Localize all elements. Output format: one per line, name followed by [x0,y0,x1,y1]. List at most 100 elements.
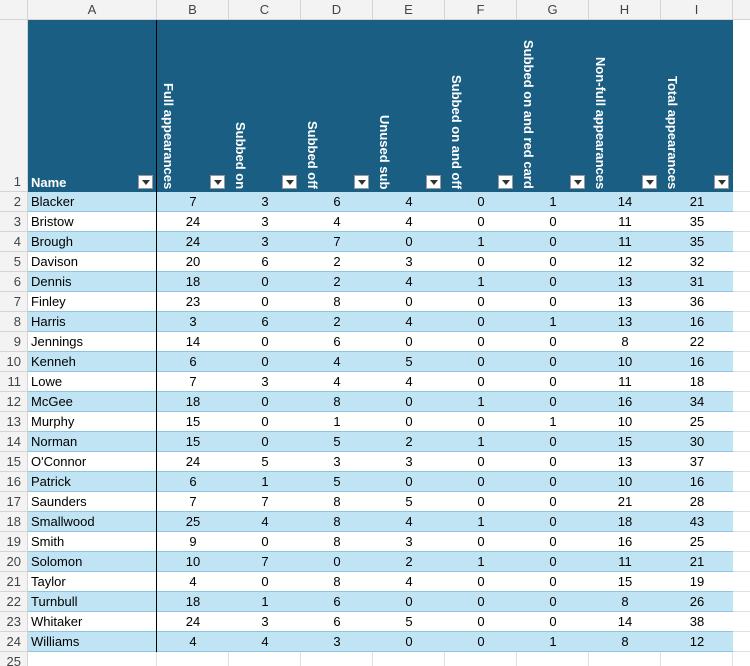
number-cell: 3 [229,212,301,232]
number-cell: 0 [229,352,301,372]
cell [733,272,750,292]
number-cell: 35 [661,212,733,232]
number-cell: 0 [445,292,517,312]
number-cell: 10 [589,352,661,372]
number-cell: 15 [157,432,229,452]
filter-button[interactable] [282,175,297,189]
number-cell: 8 [301,492,373,512]
name-cell: McGee [28,392,157,412]
cell [733,312,750,332]
name-cell: Smith [28,532,157,552]
name-cell: Smallwood [28,512,157,532]
number-cell: 19 [661,572,733,592]
number-cell: 3 [373,252,445,272]
number-cell: 18 [157,272,229,292]
number-cell: 0 [517,292,589,312]
number-cell: 0 [517,232,589,252]
number-cell: 6 [157,352,229,372]
number-cell: 25 [661,532,733,552]
cell [733,592,750,612]
number-cell: 0 [229,572,301,592]
column-header: H [589,0,661,20]
cell [733,572,750,592]
number-cell: 6 [229,312,301,332]
name-cell: Dennis [28,272,157,292]
cell [589,652,661,666]
number-cell: 0 [517,352,589,372]
row-header: 24 [0,632,28,652]
number-cell: 7 [301,232,373,252]
number-cell: 2 [301,272,373,292]
row-header: 21 [0,572,28,592]
row-header: 12 [0,392,28,412]
column-header: C [229,0,301,20]
row-header: 8 [0,312,28,332]
number-cell: 0 [517,532,589,552]
cell [733,252,750,272]
number-cell: 16 [661,312,733,332]
number-cell: 3 [229,612,301,632]
name-cell: Norman [28,432,157,452]
number-cell: 14 [157,332,229,352]
column-header: E [373,0,445,20]
number-cell: 8 [301,512,373,532]
number-cell: 6 [301,192,373,212]
number-cell: 6 [301,592,373,612]
header-text: Non-full appearances [593,56,608,189]
filter-button[interactable] [210,175,225,189]
name-cell: Blacker [28,192,157,212]
number-cell: 0 [445,372,517,392]
number-cell: 0 [517,472,589,492]
cell [373,652,445,666]
number-cell: 0 [517,272,589,292]
filter-button[interactable] [498,175,513,189]
number-cell: 20 [157,252,229,272]
cell [445,652,517,666]
number-cell: 8 [301,292,373,312]
cell [733,20,750,192]
filter-button[interactable] [714,175,729,189]
number-cell: 13 [589,452,661,472]
number-cell: 16 [661,472,733,492]
number-cell: 0 [517,612,589,632]
number-cell: 0 [445,252,517,272]
cell [733,532,750,552]
number-cell: 0 [517,492,589,512]
number-cell: 16 [661,352,733,372]
number-cell: 0 [517,452,589,472]
cell [733,392,750,412]
row-header: 4 [0,232,28,252]
number-cell: 12 [661,632,733,652]
filter-button[interactable] [642,175,657,189]
number-cell: 4 [373,312,445,332]
number-cell: 6 [157,472,229,492]
number-cell: 4 [373,192,445,212]
number-cell: 0 [445,472,517,492]
number-cell: 3 [373,452,445,472]
number-cell: 1 [229,472,301,492]
number-cell: 4 [373,372,445,392]
column-header: I [661,0,733,20]
number-cell: 1 [517,632,589,652]
number-cell: 5 [229,452,301,472]
filter-button[interactable] [570,175,585,189]
filter-button[interactable] [354,175,369,189]
filter-button[interactable] [426,175,441,189]
cell [733,432,750,452]
number-cell: 0 [445,192,517,212]
number-cell: 6 [301,612,373,632]
number-cell: 15 [157,412,229,432]
filter-button[interactable] [138,175,153,189]
number-cell: 0 [373,232,445,252]
number-cell: 2 [373,432,445,452]
number-cell: 0 [517,572,589,592]
number-cell: 0 [301,552,373,572]
number-cell: 36 [661,292,733,312]
name-cell: Harris [28,312,157,332]
number-cell: 0 [445,352,517,372]
cell [733,332,750,352]
number-cell: 23 [157,292,229,312]
row-header: 14 [0,432,28,452]
number-cell: 3 [301,632,373,652]
number-cell: 8 [589,592,661,612]
